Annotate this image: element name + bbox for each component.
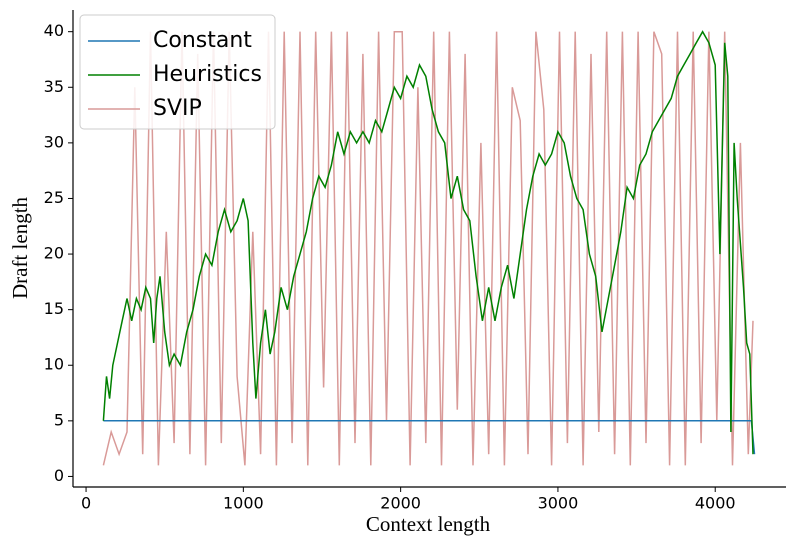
legend-label: SVIP (153, 96, 202, 121)
x-tick-label: 3000 (538, 494, 579, 513)
legend-label: Constant (153, 28, 252, 53)
y-tick-label: 0 (54, 466, 64, 485)
x-tick-label: 0 (81, 494, 91, 513)
line-series (102, 30, 754, 455)
x-tick-label: 1000 (223, 494, 264, 513)
x-tick-label: 4000 (695, 494, 736, 513)
y-axis-label: Draft length (8, 196, 32, 299)
y-tick-label: 30 (44, 132, 64, 151)
x-tick-label: 2000 (380, 494, 421, 513)
legend (79, 14, 276, 130)
y-tick-label: 5 (54, 410, 64, 429)
y-tick-label: 15 (44, 299, 64, 318)
y-tick-label: 25 (44, 188, 64, 207)
y-tick-label: 35 (44, 77, 64, 96)
x-axis-label: Context length (366, 512, 491, 536)
legend-label: Heuristics (153, 62, 262, 87)
y-tick-label: 20 (44, 244, 64, 263)
y-tick-label: 40 (44, 21, 64, 40)
line-series (103, 420, 756, 455)
y-tick-label: 10 (44, 355, 64, 374)
